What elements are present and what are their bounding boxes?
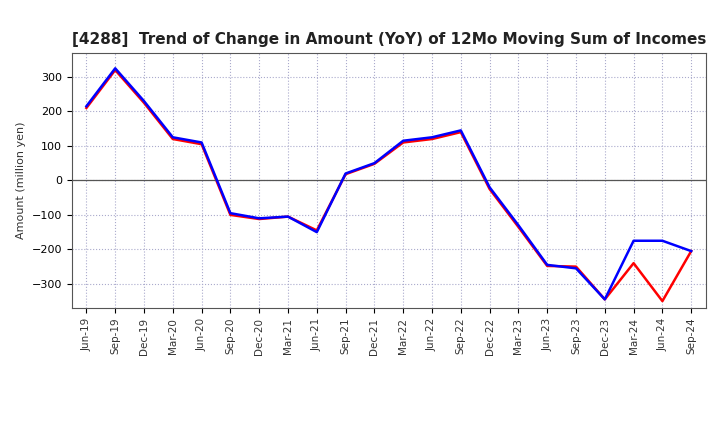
Ordinary Income xyxy=(197,140,206,145)
Net Income xyxy=(428,136,436,142)
Net Income xyxy=(658,298,667,304)
Title: [4288]  Trend of Change in Amount (YoY) of 12Mo Moving Sum of Incomes: [4288] Trend of Change in Amount (YoY) o… xyxy=(71,33,706,48)
Ordinary Income xyxy=(399,138,408,143)
Ordinary Income xyxy=(111,66,120,71)
Net Income xyxy=(456,129,465,135)
Ordinary Income xyxy=(284,214,292,219)
Line: Ordinary Income: Ordinary Income xyxy=(86,68,691,299)
Net Income xyxy=(629,260,638,266)
Ordinary Income xyxy=(600,297,609,302)
Ordinary Income xyxy=(341,171,350,176)
Ordinary Income xyxy=(658,238,667,243)
Net Income xyxy=(226,212,235,217)
Net Income xyxy=(341,172,350,177)
Net Income xyxy=(399,140,408,145)
Ordinary Income xyxy=(226,210,235,216)
Ordinary Income xyxy=(572,266,580,271)
Ordinary Income xyxy=(255,216,264,221)
Ordinary Income xyxy=(456,128,465,133)
Net Income xyxy=(543,263,552,268)
Net Income xyxy=(284,214,292,219)
Net Income xyxy=(485,187,494,192)
Line: Net Income: Net Income xyxy=(86,70,691,301)
Ordinary Income xyxy=(140,99,148,104)
Net Income xyxy=(168,136,177,142)
Net Income xyxy=(370,161,379,166)
Net Income xyxy=(82,105,91,110)
Ordinary Income xyxy=(428,135,436,140)
Ordinary Income xyxy=(82,103,91,109)
Ordinary Income xyxy=(543,262,552,268)
Net Income xyxy=(514,224,523,230)
Ordinary Income xyxy=(370,161,379,166)
Net Income xyxy=(255,216,264,222)
Ordinary Income xyxy=(687,249,696,254)
Ordinary Income xyxy=(514,223,523,228)
Ordinary Income xyxy=(312,230,321,235)
Net Income xyxy=(600,297,609,302)
Net Income xyxy=(111,67,120,73)
Net Income xyxy=(197,142,206,147)
Ordinary Income xyxy=(485,185,494,190)
Ordinary Income xyxy=(168,135,177,140)
Net Income xyxy=(140,100,148,106)
Y-axis label: Amount (million yen): Amount (million yen) xyxy=(17,121,26,239)
Ordinary Income xyxy=(629,238,638,243)
Net Income xyxy=(687,249,696,254)
Net Income xyxy=(572,264,580,269)
Net Income xyxy=(312,228,321,233)
